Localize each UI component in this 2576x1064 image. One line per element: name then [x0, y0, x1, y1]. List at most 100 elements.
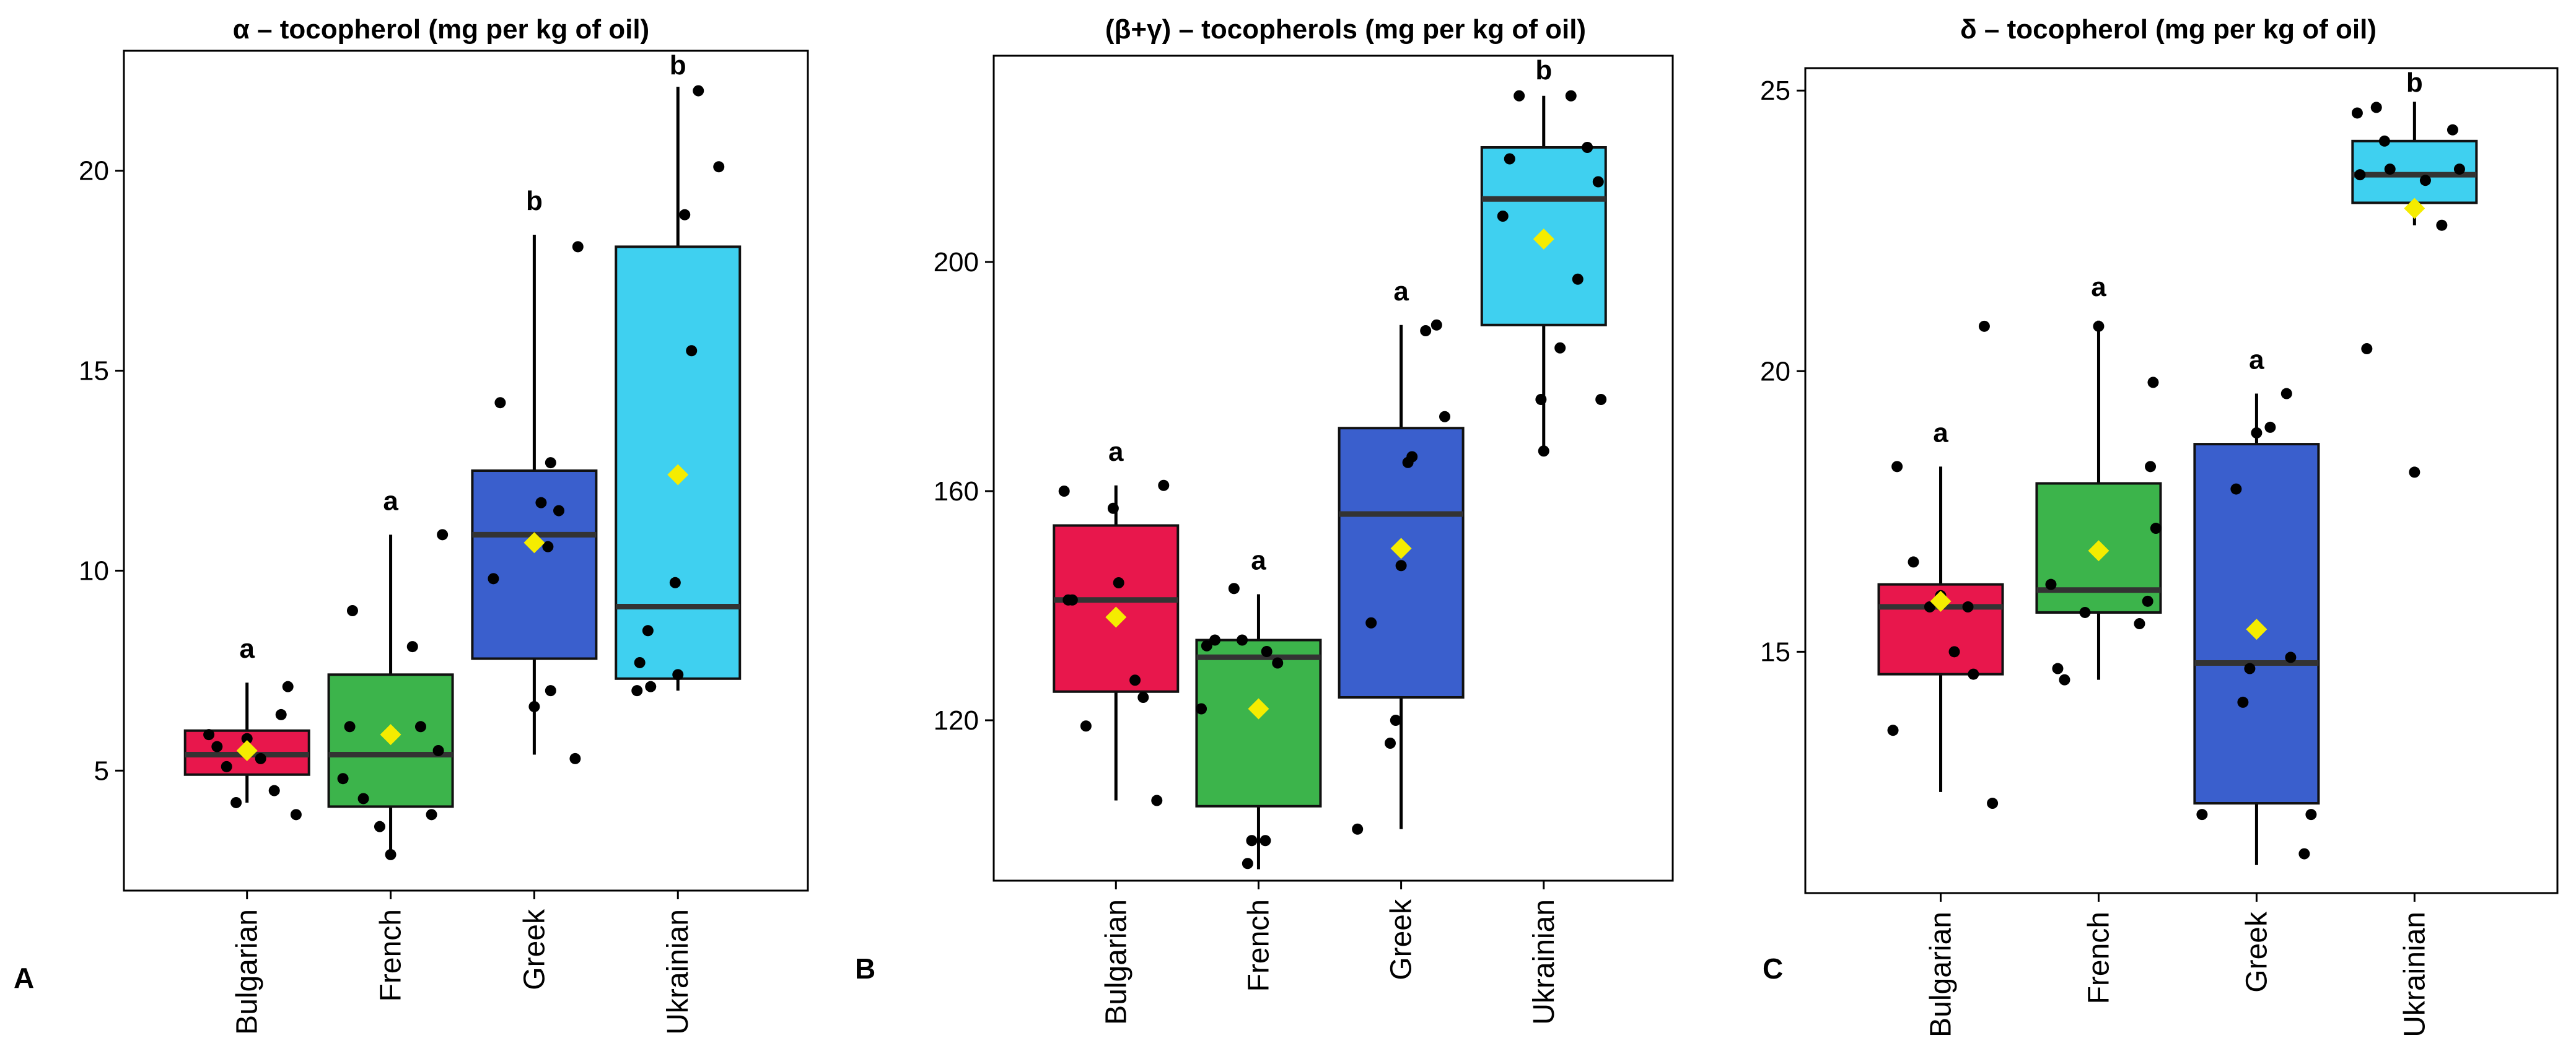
data-point — [1514, 90, 1525, 102]
x-category-label: Ukrainian — [2398, 912, 2431, 1037]
y-tick-label: 15 — [79, 356, 109, 386]
plot-frame — [1804, 67, 2559, 894]
data-point — [1107, 502, 1119, 514]
data-point — [2147, 377, 2159, 388]
data-point — [1572, 273, 1584, 285]
data-point — [2142, 595, 2153, 607]
data-point — [1887, 725, 1899, 736]
mean-marker — [1533, 229, 1554, 250]
data-point — [1987, 798, 1999, 809]
data-point — [437, 529, 449, 541]
plot-frame — [992, 55, 1674, 882]
data-point — [1497, 211, 1509, 222]
mean-marker — [2246, 619, 2267, 640]
data-point — [1535, 394, 1547, 405]
data-point — [669, 577, 681, 588]
mean-marker — [236, 740, 258, 761]
data-point — [2150, 523, 2162, 534]
data-point — [2264, 421, 2276, 433]
data-point — [414, 721, 426, 733]
mean-marker — [1930, 590, 1952, 612]
data-point — [2134, 618, 2145, 630]
significance-letter: a — [1933, 417, 1948, 448]
mean-marker — [2088, 540, 2109, 562]
data-point — [1261, 646, 1273, 657]
data-point — [2384, 164, 2396, 175]
y-tick-label: 5 — [94, 756, 109, 786]
chart-panel-a: α – tocopherol (mg per kg of oil) 5 10 15 20… — [14, 14, 809, 1035]
data-point — [1228, 583, 1240, 595]
significance-letter: a — [1108, 437, 1124, 467]
data-point — [1891, 461, 1903, 473]
y-tick-label: 200 — [934, 247, 979, 277]
data-point — [2052, 663, 2064, 674]
data-point — [2196, 809, 2208, 821]
data-point — [2305, 809, 2317, 821]
panel-letter: C — [1763, 953, 1783, 985]
data-point — [432, 745, 444, 756]
data-point — [1129, 674, 1141, 686]
significance-letter: b — [526, 186, 543, 216]
data-point — [1151, 795, 1163, 806]
data-point — [2409, 466, 2420, 478]
data-point — [1272, 657, 1284, 669]
data-point — [1908, 556, 1919, 568]
data-point — [211, 741, 223, 752]
y-tick-label: 20 — [79, 156, 109, 186]
significance-letter: b — [670, 50, 686, 81]
data-point — [1948, 646, 1960, 658]
panel-letter: A — [14, 962, 34, 994]
significance-letter: a — [383, 486, 398, 516]
significance-letter: a — [239, 634, 255, 664]
data-point — [2280, 388, 2292, 399]
data-point — [535, 497, 547, 508]
significance-letter: a — [2091, 272, 2106, 302]
data-point — [2059, 674, 2070, 686]
data-point — [569, 752, 581, 764]
data-point — [374, 821, 385, 832]
y-tick-label: 120 — [934, 705, 979, 736]
box-french — [1195, 594, 1322, 870]
data-point — [1390, 715, 1401, 726]
data-point — [2453, 164, 2465, 175]
data-point — [634, 656, 646, 668]
iqr-box — [615, 245, 742, 680]
data-point — [2354, 169, 2366, 181]
data-point — [2079, 606, 2091, 618]
data-point — [1201, 640, 1212, 652]
data-point — [357, 793, 369, 805]
x-category-label: Greek — [1385, 899, 1418, 980]
data-point — [406, 641, 418, 653]
box-bulgarian — [1053, 485, 1180, 801]
data-point — [1246, 835, 1258, 847]
data-point — [631, 685, 643, 697]
data-point — [1962, 601, 1974, 613]
x-category-label: Ukrainian — [1528, 899, 1561, 1025]
significance-letter: a — [1251, 546, 1266, 576]
data-point — [1595, 394, 1607, 405]
y-tick-label: 25 — [1760, 76, 1790, 106]
mean-marker — [1248, 698, 1269, 720]
y-tick-label: 20 — [1760, 356, 1790, 386]
box-ukrainian — [615, 87, 742, 691]
data-point — [672, 669, 684, 681]
data-point — [2237, 696, 2249, 708]
data-point — [1565, 90, 1577, 102]
x-category-label: French — [1242, 899, 1275, 992]
data-point — [2145, 461, 2157, 473]
data-point — [2436, 219, 2448, 231]
significance-letter: b — [1535, 55, 1552, 85]
data-point — [1352, 823, 1364, 835]
box-greek — [471, 235, 598, 755]
mean-marker — [1105, 606, 1127, 628]
x-category-label: French — [2082, 912, 2115, 1004]
x-category-label: Ukrainian — [662, 909, 694, 1035]
data-point — [2244, 663, 2256, 674]
data-point — [1080, 720, 1092, 732]
data-point — [1504, 153, 1515, 165]
data-point — [553, 505, 564, 517]
data-point — [693, 85, 704, 97]
data-point — [1554, 342, 1566, 354]
data-point — [1158, 479, 1170, 491]
data-point — [290, 809, 302, 821]
